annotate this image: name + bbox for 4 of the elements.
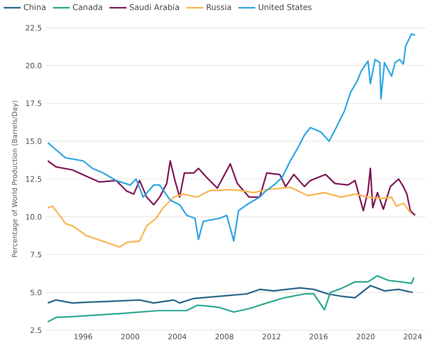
line-series bbox=[47, 160, 416, 216]
line-series bbox=[47, 285, 414, 304]
line-series bbox=[47, 186, 412, 248]
line-series bbox=[47, 33, 416, 242]
